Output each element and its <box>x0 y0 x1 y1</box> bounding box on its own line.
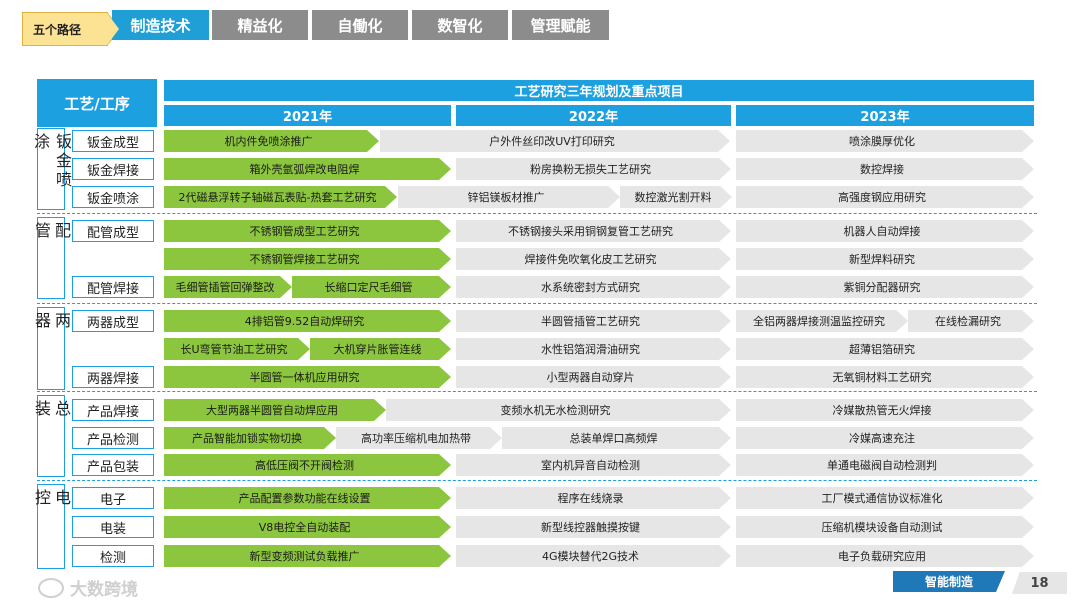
process-label: 配管焊接 <box>72 276 154 298</box>
project-bar: 全铝两器焊接测温监控研究 <box>736 310 908 332</box>
group-label: 总装 <box>32 400 71 440</box>
project-bar: 4排铝管9.52自动焊研究 <box>164 310 451 332</box>
process-label: 电装 <box>72 516 154 538</box>
project-bar: 锌铝镁板材推广 <box>398 186 620 208</box>
process-label: 检测 <box>72 545 154 567</box>
project-bar: 工厂模式通信协议标准化 <box>736 487 1034 509</box>
watermark: 大数跨境 <box>38 575 138 600</box>
project-bar: 变频水机无水检测研究 <box>386 399 731 421</box>
project-bar: 程序在线烧录 <box>456 487 731 509</box>
project-bar: 长U弯管节油工艺研究 <box>164 338 310 360</box>
process-label: 钣金喷涂 <box>72 186 154 208</box>
tab-digital[interactable]: 数智化 <box>412 10 508 40</box>
project-bar: 新型变频测试负载推广 <box>164 545 451 567</box>
project-bar: 长缩口定尺毛细管 <box>292 276 451 298</box>
group-label: 钣金喷涂 <box>31 133 72 190</box>
project-bar: 焊接件免吹氧化皮工艺研究 <box>456 248 731 270</box>
group-separator <box>37 303 1037 304</box>
year-2023-header: 2023年 <box>736 105 1034 126</box>
project-bar: 高强度钢应用研究 <box>736 186 1034 208</box>
tab-manufacturing-tech[interactable]: 制造技术 <box>112 10 209 40</box>
project-bar: 大机穿片胀管连线 <box>310 338 451 360</box>
project-bar: 喷涂膜厚优化 <box>736 130 1034 152</box>
process-label: 钣金成型 <box>72 130 154 152</box>
group-piping: 配管 <box>32 217 71 299</box>
project-bar: 机内件免喷涂推广 <box>164 130 379 152</box>
project-bar: 数控焊接 <box>736 158 1034 180</box>
project-bar: 小型两器自动穿片 <box>456 366 731 388</box>
project-bar: 高低压阀不开阀检测 <box>164 454 451 476</box>
project-bar: 无氧铜材料工艺研究 <box>736 366 1034 388</box>
project-bar: 机器人自动焊接 <box>736 220 1034 242</box>
process-label: 两器成型 <box>72 310 154 332</box>
process-label: 电子 <box>72 487 154 509</box>
process-label: 配管成型 <box>72 220 154 242</box>
project-bar: 毛细管插管回弹整改 <box>164 276 292 298</box>
section-label: 智能制造 <box>893 571 1005 592</box>
watermark-logo-icon <box>38 577 64 598</box>
group-heat-exchanger: 两器 <box>32 307 71 390</box>
project-bar: 水系统密封方式研究 <box>456 276 731 298</box>
tab-management[interactable]: 管理赋能 <box>512 10 609 40</box>
group-electronic-control: 电控 <box>32 484 71 569</box>
group-sheet-metal: 钣金喷涂 <box>31 128 72 210</box>
project-bar: 紫铜分配器研究 <box>736 276 1034 298</box>
project-bar: 箱外壳氩弧焊改电阻焊 <box>164 158 451 180</box>
project-bar: 冷媒散热管无火焊接 <box>736 399 1034 421</box>
project-bar: 室内机异音自动检测 <box>456 454 731 476</box>
project-bar: V8电控全自动装配 <box>164 516 451 538</box>
plan-header: 工艺研究三年规划及重点项目 <box>164 80 1034 101</box>
project-bar: 2代磁悬浮转子轴磁瓦表贴-热套工艺研究 <box>164 186 397 208</box>
group-separator <box>37 480 1037 481</box>
group-separator <box>37 213 1037 214</box>
process-label: 两器焊接 <box>72 366 154 388</box>
project-bar: 水性铝箔润滑油研究 <box>456 338 731 360</box>
year-2021-header: 2021年 <box>164 105 451 126</box>
project-bar: 电子负载研究应用 <box>736 545 1034 567</box>
group-label: 电控 <box>32 489 71 529</box>
page-number: 18 <box>1012 572 1067 594</box>
project-bar: 冷媒高速充注 <box>736 427 1034 449</box>
project-bar: 压缩机模块设备自动测试 <box>736 516 1034 538</box>
project-bar: 不锈钢接头采用铜钢复管工艺研究 <box>456 220 731 242</box>
project-bar: 半圆管插管工艺研究 <box>456 310 731 332</box>
project-bar: 大型两器半圆管自动焊应用 <box>164 399 386 421</box>
year-2022-header: 2022年 <box>456 105 731 126</box>
project-bar: 产品配置参数功能在线设置 <box>164 487 451 509</box>
group-assembly: 总装 <box>32 395 71 477</box>
process-label: 产品焊接 <box>72 399 154 421</box>
project-bar: 户外件丝印改UV打印研究 <box>380 130 730 152</box>
project-bar: 半圆管一体机应用研究 <box>164 366 451 388</box>
group-label: 两器 <box>32 312 71 352</box>
project-bar: 单通电磁阀自动检测判 <box>736 454 1034 476</box>
project-bar: 4G模块替代2G技术 <box>456 545 731 567</box>
process-label: 产品检测 <box>72 427 154 449</box>
process-label: 钣金焊接 <box>72 158 154 180</box>
project-bar: 在线检漏研究 <box>908 310 1034 332</box>
project-bar: 不锈钢管焊接工艺研究 <box>164 248 451 270</box>
watermark-text: 大数跨境 <box>70 580 138 600</box>
project-bar: 数控激光割开料 <box>620 186 732 208</box>
path-label: 五个路径 <box>22 12 121 46</box>
project-bar: 新型线控器触摸按键 <box>456 516 731 538</box>
tab-jidoka[interactable]: 自働化 <box>312 10 408 40</box>
group-label: 配管 <box>32 222 71 262</box>
project-bar: 新型焊料研究 <box>736 248 1034 270</box>
project-bar: 高功率压缩机电加热带 <box>336 427 502 449</box>
tab-lean[interactable]: 精益化 <box>212 10 308 40</box>
project-bar: 总装单焊口高频焊 <box>502 427 731 449</box>
project-bar: 不锈钢管成型工艺研究 <box>164 220 451 242</box>
project-bar: 粉房换粉无损失工艺研究 <box>456 158 731 180</box>
project-bar: 超薄铝箔研究 <box>736 338 1034 360</box>
process-header: 工艺/工序 <box>37 79 157 127</box>
group-separator <box>37 391 1037 392</box>
process-label: 产品包装 <box>72 454 154 476</box>
project-bar: 产品智能加锁实物切换 <box>164 427 336 449</box>
